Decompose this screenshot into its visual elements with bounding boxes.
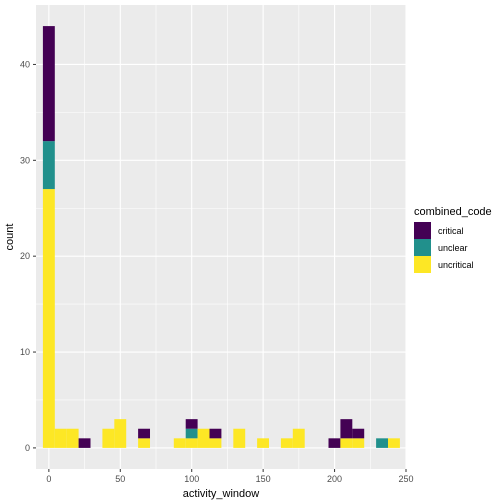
bar-unclear	[376, 438, 389, 448]
bar-uncritical	[209, 438, 222, 448]
major-gridlines	[36, 5, 407, 469]
y-axis-title: count	[4, 224, 16, 251]
legend-key-uncritical	[414, 256, 431, 273]
bar-critical	[340, 419, 353, 439]
bar-uncritical	[280, 438, 293, 448]
bar-critical	[352, 428, 365, 439]
legend-title: combined_code	[414, 206, 492, 218]
bar-uncritical	[388, 438, 400, 448]
x-tick-label: 50	[115, 474, 125, 484]
x-axis-ticks: 0 50 100 150 200 250	[46, 469, 414, 484]
bar-uncritical	[173, 438, 186, 448]
legend-label-uncritical: uncritical	[438, 260, 474, 270]
bar-critical	[42, 26, 55, 142]
legend: combined_code critical unclear uncritical	[414, 206, 492, 273]
x-tick-label: 250	[398, 474, 413, 484]
bar-uncritical	[114, 419, 127, 448]
y-tick-label: 10	[20, 347, 30, 357]
y-tick-label: 0	[25, 443, 30, 453]
legend-key-unclear	[414, 239, 431, 256]
legend-label-unclear: unclear	[438, 243, 468, 253]
bar-uncritical	[257, 438, 270, 448]
bar-uncritical	[233, 428, 246, 448]
minor-gridlines	[36, 5, 406, 469]
legend-key-critical	[414, 222, 431, 239]
x-axis-title: activity_window	[183, 488, 259, 500]
x-tick-label: 150	[256, 474, 271, 484]
y-axis-ticks: 0 10 20 30 40	[20, 59, 36, 453]
bar-uncritical	[138, 438, 151, 448]
bar-uncritical	[102, 428, 115, 448]
bar-uncritical	[352, 438, 365, 448]
x-tick-label: 100	[184, 474, 199, 484]
bar-critical	[328, 438, 341, 448]
bar-uncritical	[42, 189, 55, 448]
bar-critical	[185, 419, 198, 429]
bar-unclear	[42, 141, 55, 190]
legend-label-critical: critical	[438, 226, 464, 236]
bar-unclear	[185, 428, 198, 439]
bar-uncritical	[66, 428, 79, 448]
y-tick-label: 30	[20, 155, 30, 165]
bars	[42, 26, 400, 448]
x-tick-label: 200	[327, 474, 342, 484]
bar-uncritical	[197, 428, 210, 448]
bar-uncritical	[340, 438, 353, 448]
bar-uncritical	[292, 428, 305, 448]
bar-critical	[78, 438, 91, 448]
plot-panel	[36, 5, 406, 469]
x-tick-label: 0	[46, 474, 51, 484]
bar-critical	[209, 428, 222, 439]
y-tick-label: 20	[20, 251, 30, 261]
bar-uncritical	[54, 428, 67, 448]
y-tick-label: 40	[20, 59, 30, 69]
bar-uncritical	[185, 438, 198, 448]
bar-critical	[138, 428, 151, 439]
